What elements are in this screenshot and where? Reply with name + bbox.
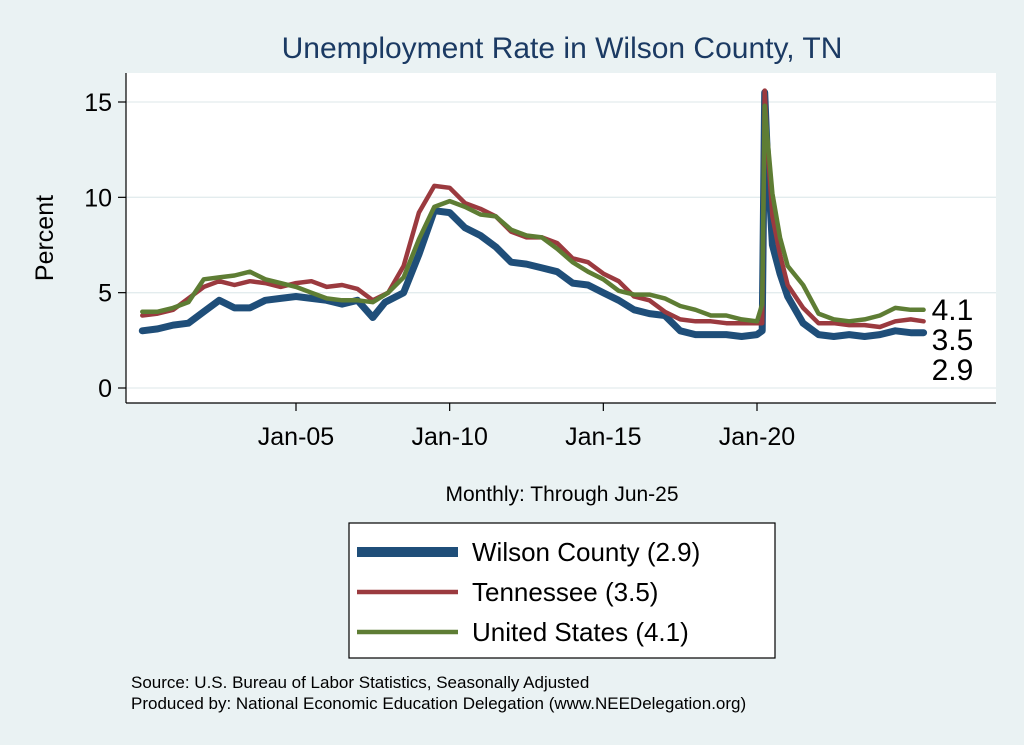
legend: Wilson County (2.9) Tennessee (3.5) Unit… [348,522,776,659]
y-axis-title: Percent [31,195,59,281]
axis-ticks: 0 5 10 15 Jan-05 Jan-10 Jan-15 Jan-20 [84,89,795,451]
y-tick-label-0: 0 [98,375,112,403]
end-label-united-states: 4.1 [932,294,974,327]
series-line-wilson-county [138,89,928,340]
legend-label-tennessee: Tennessee (3.5) [472,577,658,607]
legend-label-united-states: United States (4.1) [472,617,689,647]
y-tick-label-10: 10 [84,184,112,212]
x-tick-label-2005: Jan-05 [258,423,334,451]
series-line-united-states [140,103,926,324]
end-label-wilson-county: 2.9 [932,354,974,387]
x-tick-label-2015: Jan-15 [565,423,641,451]
plot-area [126,73,996,403]
series-line-tennessee [140,88,926,330]
source-line: Source: U.S. Bureau of Labor Statistics,… [131,673,589,692]
x-axis-title: Monthly: Through Jun-25 [445,483,678,506]
y-tick-label-15: 15 [84,89,112,117]
end-labels: 4.13.52.9 [932,294,974,387]
x-tick-label-2020: Jan-20 [719,423,795,451]
series-lines [138,88,928,340]
y-tick-label-5: 5 [98,280,112,308]
x-tick-label-2010: Jan-10 [411,423,487,451]
producer-line: Produced by: National Economic Education… [131,694,746,713]
chart-title: Unemployment Rate in Wilson County, TN [282,32,843,65]
end-label-tennessee: 3.5 [932,324,974,357]
grid [126,101,996,389]
legend-label-wilson-county: Wilson County (2.9) [472,537,700,567]
